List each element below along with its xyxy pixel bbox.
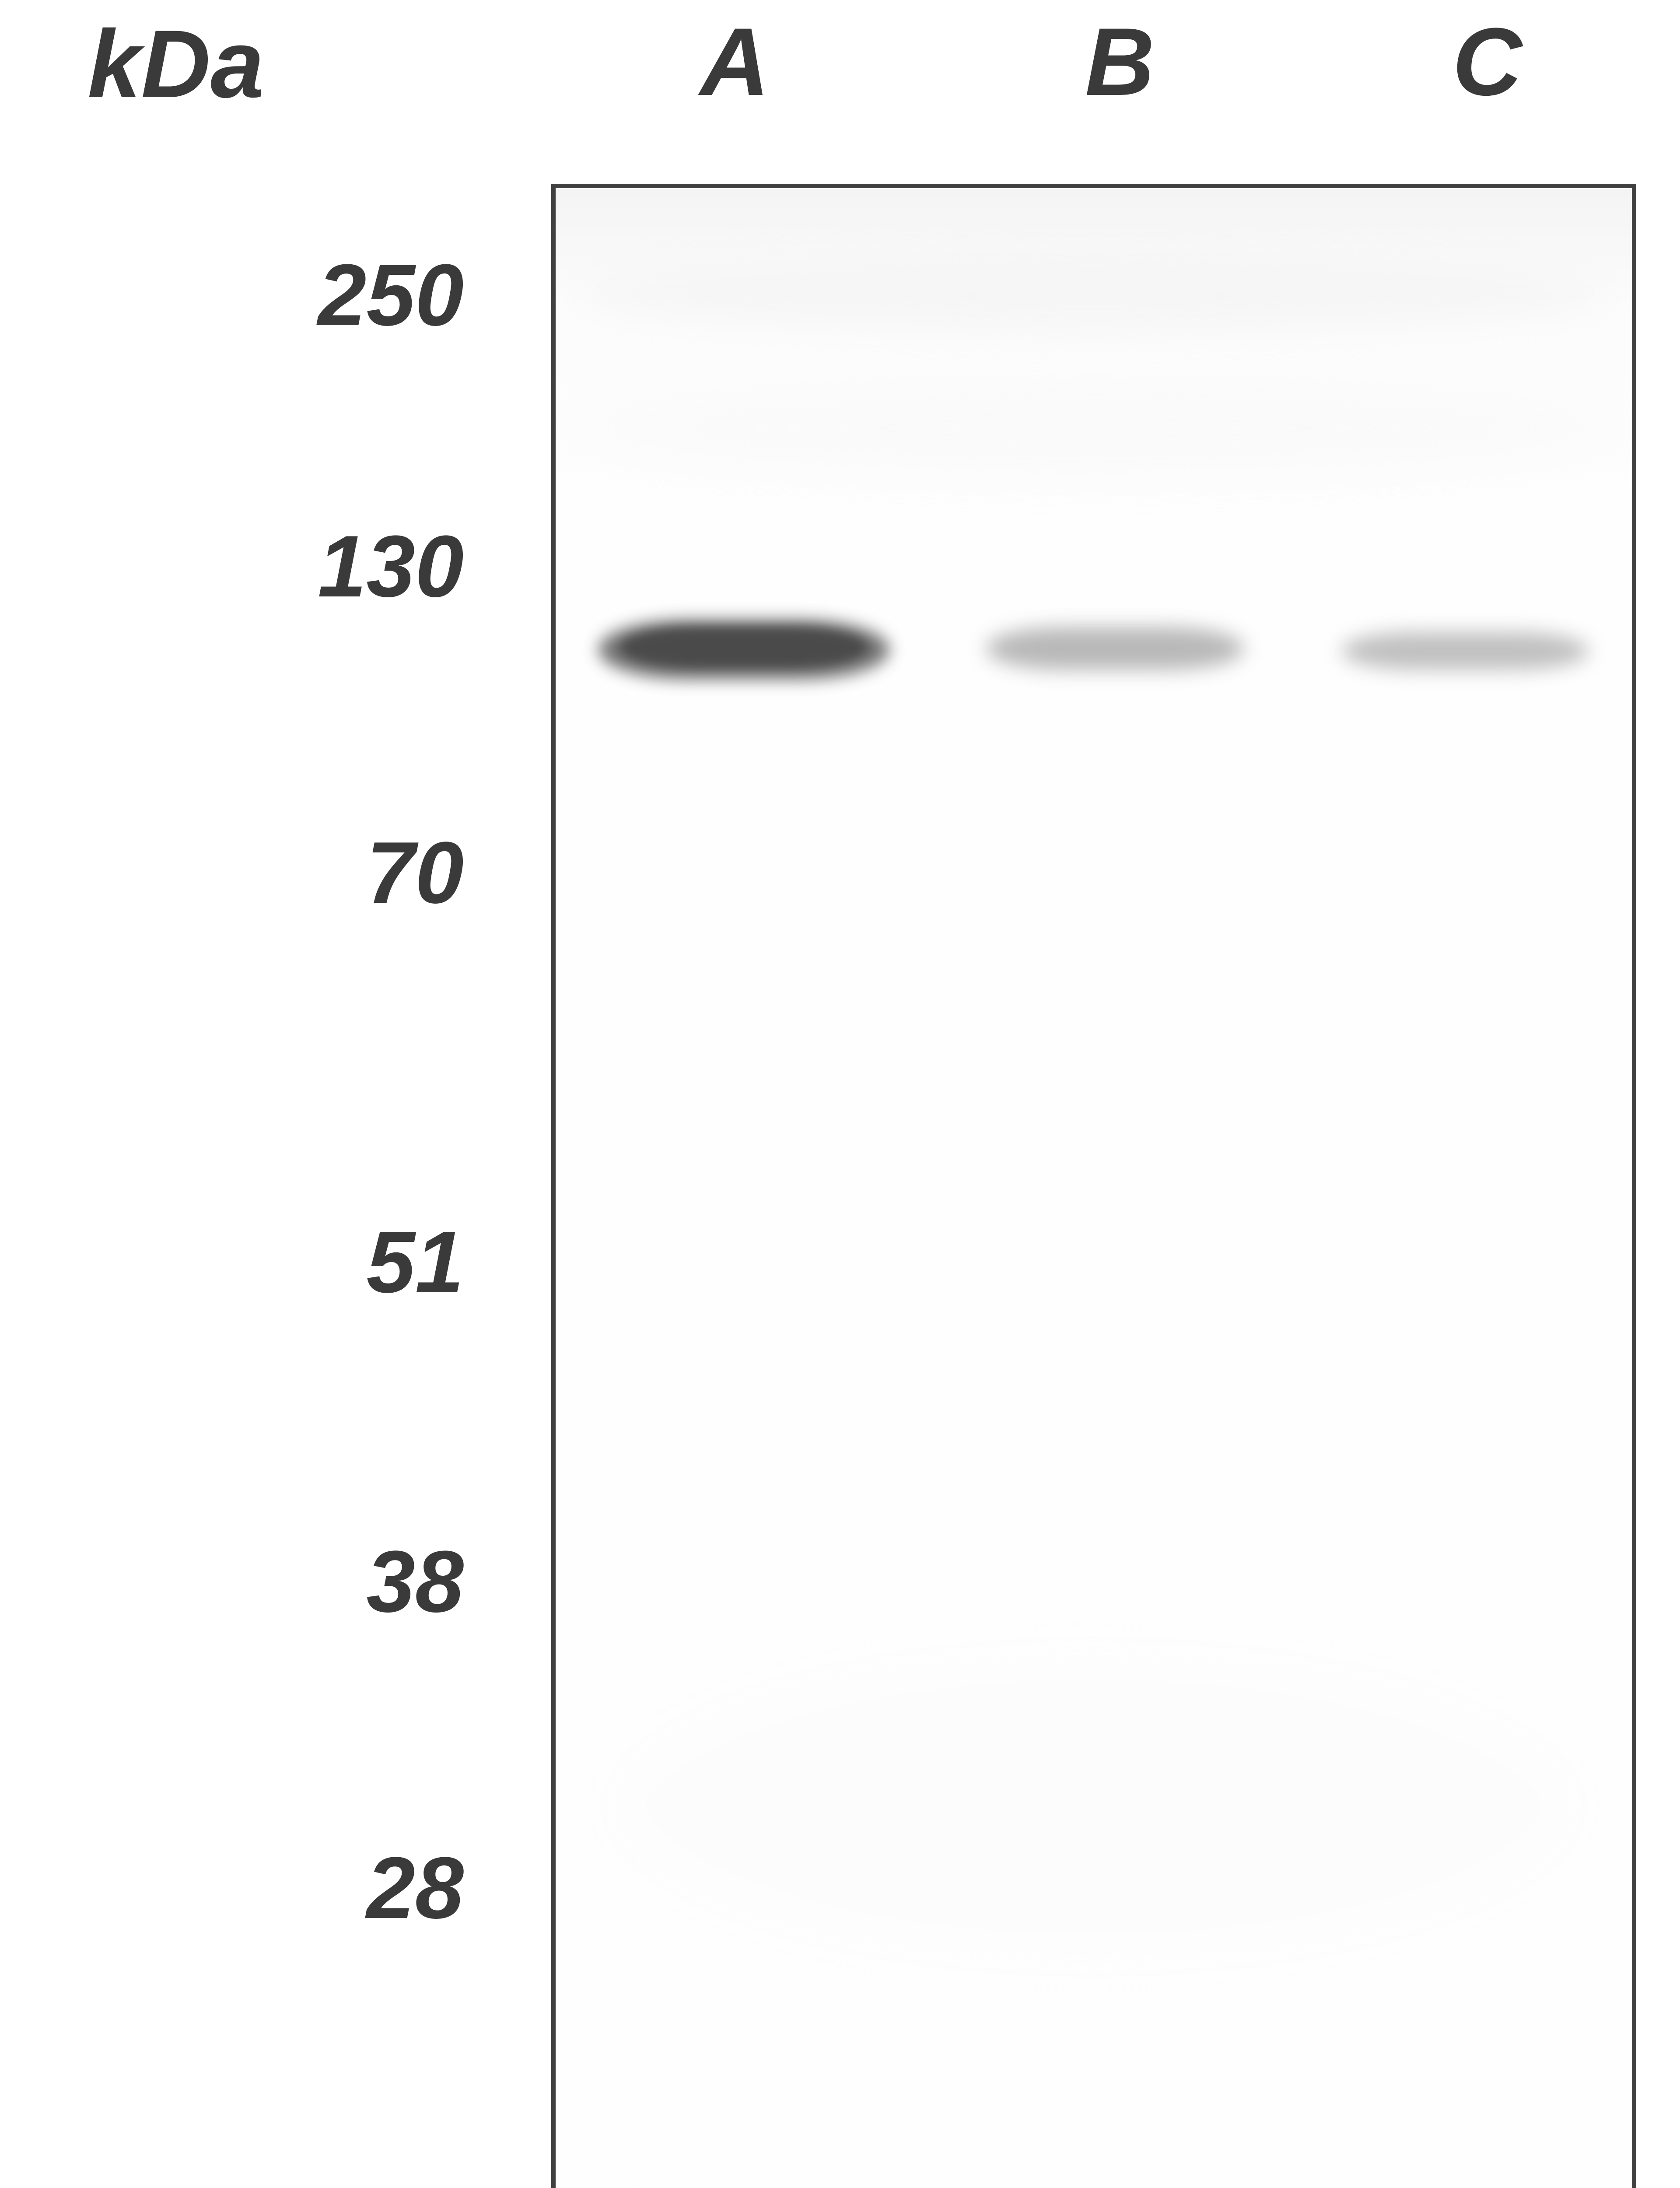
blot-noise-2 <box>609 788 1578 1027</box>
lane-label-b: B <box>1085 7 1155 117</box>
blot-noise-0 <box>577 260 1610 332</box>
y-axis-label-0: 250 <box>318 245 464 346</box>
y-axis-title: kDa <box>88 9 264 119</box>
western-blot-container: kDa A B C 250 130 70 51 38 28 19 16 <box>0 0 1680 2188</box>
lane-label-a: A <box>700 7 770 117</box>
y-axis-label-3: 51 <box>367 1212 464 1313</box>
blot-noise-1 <box>577 380 1610 476</box>
protein-band-lane-c <box>1341 632 1589 670</box>
y-axis-label-1: 130 <box>318 516 464 617</box>
protein-band-lane-b <box>986 627 1244 670</box>
y-axis-label-4: 38 <box>367 1532 464 1632</box>
y-axis-label-5: 28 <box>367 1838 464 1939</box>
lane-label-c: C <box>1452 7 1522 117</box>
blot-membrane-area <box>551 184 1636 2188</box>
blot-noise-3 <box>588 1147 1600 1507</box>
y-axis-label-2: 70 <box>367 823 464 923</box>
y-axis-label-6: 19 <box>367 2179 464 2188</box>
blot-noise-4 <box>588 1627 1600 1987</box>
protein-band-core-lane-a <box>620 627 868 668</box>
